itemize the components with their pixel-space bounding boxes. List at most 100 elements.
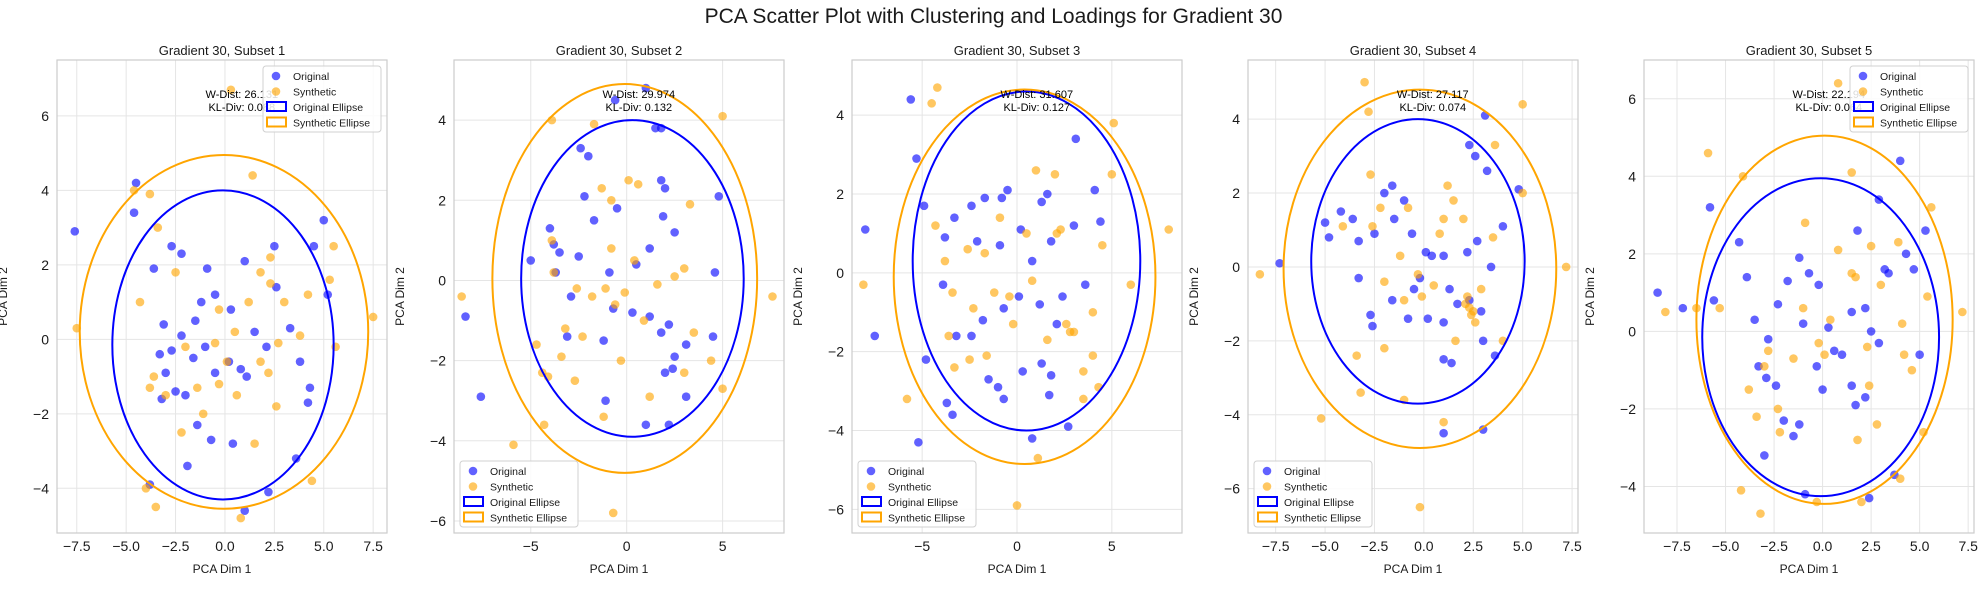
synthetic-point bbox=[303, 290, 313, 299]
synthetic-point bbox=[1031, 166, 1041, 175]
legend-patch-synthetic-ellipse bbox=[266, 116, 287, 128]
x-tick-label: −2.5 bbox=[1760, 538, 1788, 554]
original-point bbox=[860, 225, 870, 234]
legend-label: Synthetic Ellipse bbox=[1284, 513, 1361, 525]
original-point bbox=[1387, 295, 1397, 305]
original-point bbox=[1052, 319, 1062, 329]
original-point bbox=[589, 216, 599, 225]
synthetic-point bbox=[1164, 225, 1174, 234]
original-point bbox=[972, 237, 982, 246]
original-point bbox=[476, 392, 486, 402]
synthetic-point bbox=[639, 316, 649, 325]
x-axis-label: PCA Dim 1 bbox=[1780, 562, 1839, 576]
synthetic-point bbox=[931, 221, 940, 230]
synthetic-point bbox=[1470, 318, 1480, 327]
original-point bbox=[240, 506, 250, 515]
synthetic-point bbox=[620, 288, 630, 297]
synthetic-point bbox=[1380, 343, 1389, 353]
legend: Original Synthetic Original Ellipse Synthet… bbox=[1253, 460, 1373, 528]
original-point bbox=[1486, 262, 1496, 272]
synthetic-point bbox=[1847, 168, 1857, 177]
synthetic-point bbox=[1338, 221, 1348, 231]
legend-marker-original bbox=[271, 71, 281, 81]
original-point bbox=[1470, 151, 1480, 161]
synthetic-series bbox=[1255, 77, 1571, 512]
original-point bbox=[1324, 233, 1334, 242]
original-ellipse bbox=[1310, 118, 1526, 405]
original-point bbox=[599, 336, 608, 345]
original-point bbox=[967, 331, 976, 341]
synthetic-point bbox=[226, 85, 236, 95]
synthetic-point bbox=[944, 331, 954, 341]
synthetic-point bbox=[1033, 453, 1043, 463]
synthetic-series bbox=[457, 111, 777, 518]
original-point bbox=[1403, 314, 1413, 323]
original-point bbox=[1380, 188, 1389, 198]
original-point bbox=[1794, 253, 1804, 263]
legend-label: Original bbox=[1880, 71, 1916, 83]
synthetic-point bbox=[1826, 315, 1835, 325]
original-point bbox=[995, 240, 1005, 250]
original-point bbox=[584, 151, 593, 161]
y-tick-label: −6 bbox=[828, 501, 844, 517]
synthetic-point bbox=[1907, 365, 1917, 375]
synthetic-point bbox=[679, 368, 689, 377]
synthetic-point bbox=[1814, 338, 1824, 348]
original-point bbox=[978, 315, 988, 325]
legend-box bbox=[857, 460, 977, 528]
synthetic-point bbox=[198, 409, 208, 419]
original-point bbox=[210, 290, 220, 299]
y-tick-label: 0 bbox=[41, 331, 49, 347]
x-tick-label: −2.5 bbox=[162, 538, 190, 554]
original-point bbox=[1789, 431, 1798, 441]
original-point bbox=[181, 390, 190, 400]
synthetic-point bbox=[1893, 237, 1903, 247]
synthetic-point bbox=[1065, 327, 1075, 337]
original-point bbox=[206, 435, 216, 445]
synthetic-ellipse bbox=[1695, 134, 1954, 505]
synthetic-point bbox=[1561, 262, 1571, 272]
original-point bbox=[555, 248, 564, 257]
original-point bbox=[1760, 451, 1769, 460]
synthetic-point bbox=[616, 356, 626, 365]
legend-label: Original Ellipse bbox=[293, 102, 363, 114]
original-point bbox=[664, 320, 674, 329]
synthetic-point bbox=[1052, 229, 1062, 238]
synthetic-point bbox=[1050, 170, 1060, 179]
legend-label: Original bbox=[1284, 466, 1320, 478]
synthetic-point bbox=[927, 99, 936, 108]
original-point bbox=[1829, 346, 1839, 356]
legend-marker-synthetic bbox=[468, 482, 478, 491]
synthetic-point bbox=[599, 412, 608, 422]
synthetic-point bbox=[633, 179, 643, 189]
synthetic-point bbox=[1439, 417, 1448, 427]
synthetic-point bbox=[1008, 319, 1018, 329]
synthetic-point bbox=[995, 213, 1005, 222]
synthetic-point bbox=[685, 200, 695, 209]
subplot-1: −7.5 −5.0 −2.5 0.0 2.5 5.0 7.5 −4 −2 0 2 4 6 Gradient… bbox=[0, 43, 388, 576]
w-dist-annotation: W-Dist: 26.131 bbox=[206, 89, 279, 101]
original-point bbox=[545, 224, 555, 233]
synthetic-point bbox=[153, 223, 163, 232]
synthetic-point bbox=[1895, 474, 1905, 484]
synthetic-point bbox=[177, 428, 186, 437]
original-point bbox=[1771, 381, 1781, 390]
original-point bbox=[1423, 314, 1433, 323]
original-point bbox=[149, 264, 159, 273]
original-point bbox=[1921, 226, 1930, 235]
w-dist-annotation: W-Dist: 29.974 bbox=[603, 89, 676, 101]
legend-label: Synthetic bbox=[1880, 87, 1923, 99]
synthetic-point bbox=[1853, 435, 1862, 445]
original-point bbox=[656, 175, 666, 185]
original-point bbox=[1750, 315, 1759, 325]
original-point bbox=[1901, 249, 1911, 259]
synthetic-point bbox=[902, 394, 912, 404]
original-point bbox=[1090, 185, 1100, 195]
legend-label: Synthetic bbox=[888, 482, 931, 494]
synthetic-point bbox=[963, 244, 972, 254]
original-point bbox=[167, 346, 176, 355]
original-point bbox=[997, 193, 1007, 203]
synthetic-point bbox=[1760, 361, 1769, 371]
legend: Original Synthetic Original Ellipse Synthet… bbox=[857, 460, 977, 528]
y-tick-label: 0 bbox=[1232, 259, 1240, 275]
